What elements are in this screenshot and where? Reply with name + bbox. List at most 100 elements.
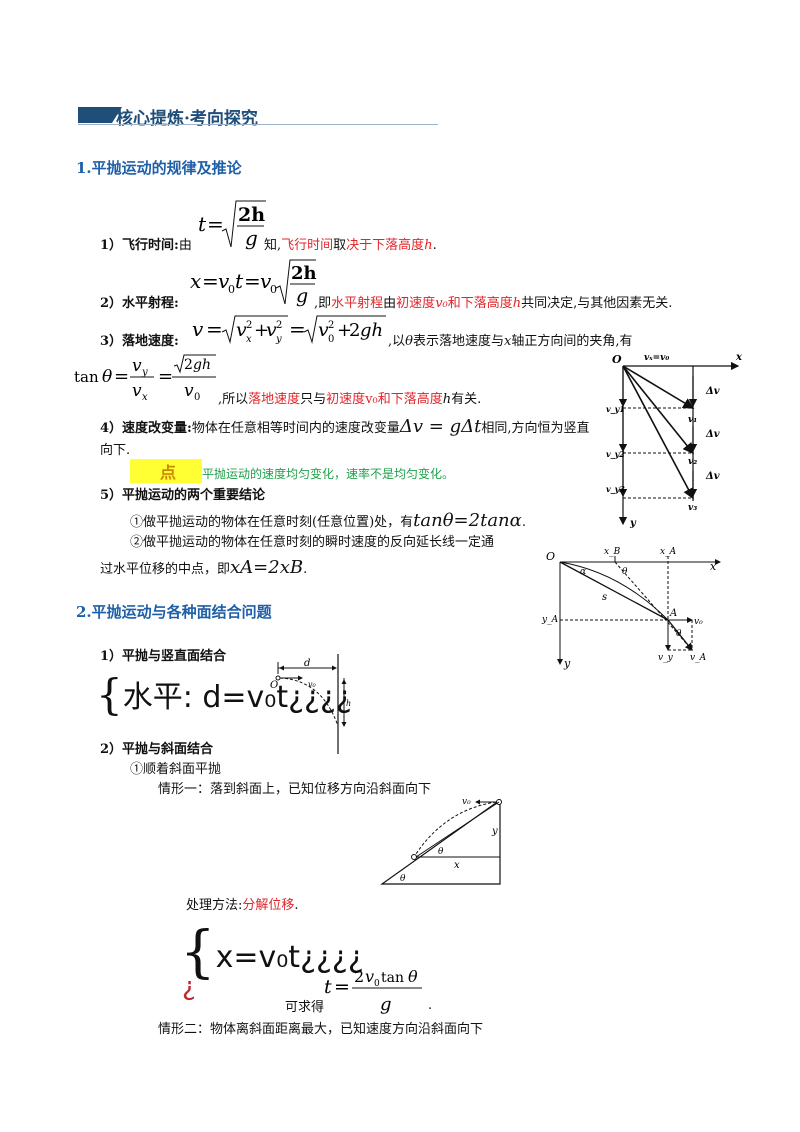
item2-h: h [512,296,522,311]
fig2-alpha: α [580,567,586,577]
formula-landing-speed: v = v 2 x + v 2 y = v 2 0 + 2 gh [192,315,386,345]
fig4-x: x [454,860,460,871]
svg-text:=: = [202,269,219,293]
item2-rest: ,即水平射程由初速度v₀和下落高度h共同决定,与其他因素无关. [314,292,672,311]
item4-text: 物体在任意相等时间内的速度改变量 [191,421,400,436]
svg-text:0: 0 [328,334,334,345]
svg-text:+: + [254,320,269,341]
fig3-h: h [346,699,351,708]
fig4-v0: v₀ [462,797,471,807]
item1-rest: 知,飞行时间取决于下落高度h. [264,234,437,253]
item5-c1-text: ①做平抛运动的物体在任意时刻(任意位置)处，有 [130,515,414,530]
item1-line: 1）飞行时间:由 [100,234,192,253]
fig2-vA: v_A [690,653,707,663]
item4-formula: Δv = gΔt [399,416,482,437]
svg-text:=: = [244,269,261,293]
svg-text:2: 2 [328,320,334,331]
svg-text:0: 0 [228,283,235,296]
svg-text:=: = [207,212,224,236]
svg-text:0: 0 [374,979,380,989]
svg-text:y: y [141,367,148,378]
fig2-x: x [710,560,717,573]
item2-end: 共同决定,与其他因素无关. [521,296,673,311]
fig2-v0: v₀ [694,617,703,627]
item3-post3: 轴正方向间的夹角,有 [511,334,633,349]
svg-text:0: 0 [194,392,200,403]
svg-text:gh: gh [360,320,383,341]
item5-label: 5）平抛运动的两个重要结论 [100,488,266,503]
formula-flight-time: t = 2h g [198,200,266,250]
item3-tan-suffix: ,所以 [218,392,249,407]
item3-theta: θ [405,334,413,349]
solve-pre: 可求得 [285,1000,325,1015]
fig2-xB: x_B [604,547,621,557]
svg-text:tan: tan [381,970,404,986]
item4: 4）速度改变量:物体在任意相等时间内的速度改变量Δv = gΔt相同,方向恒为竖… [100,416,590,462]
item3-post: ,以 [388,334,406,349]
item2-pre: ,即 [314,296,332,311]
item2-red2: 初速度 [396,296,436,311]
handwriting-2: {x=v₀t¿¿¿¿ [180,916,364,985]
fig1-vx-label: vₓ=v₀ [644,353,669,363]
tip-text: 平抛运动的速度均匀变化，速率不是均匀变化。 [202,467,455,481]
svg-text:2: 2 [184,357,193,373]
svg-text:v: v [318,319,329,341]
fig2-A: A [669,608,677,619]
header-underline [78,124,438,125]
svg-text:2: 2 [276,320,282,331]
svg-text:2: 2 [246,320,252,331]
fig1-v3: v₃ [688,503,697,513]
svg-text:v: v [132,381,142,401]
formula-time-incline: t = 2 v 0 tan θ g [324,967,422,1015]
brace-2: { [180,920,216,985]
fig4-y: y [491,826,498,837]
svg-text:g: g [296,285,308,307]
fig2-vy: v_y [658,653,674,663]
svg-text:2: 2 [354,967,364,986]
svg-text:tan: tan [74,368,99,386]
item5-c1-formula: tanθ=2tanα [413,510,522,531]
svg-text:x: x [190,269,201,293]
item1-mid2: 取 [333,238,347,253]
fig2-s: s [602,592,607,603]
svg-text:=: = [206,317,223,341]
handwriting-text-1: 水平: d=v₀t¿¿¿¿ [122,680,352,715]
svg-text:+: + [337,320,352,341]
fig1-x-label: x [735,352,743,363]
item3-post2: 表示落地速度与 [412,334,504,349]
fig3-v0: v₀ [308,680,317,689]
method-red: 分解位移 [242,898,295,913]
s2-case1: 情形一：落到斜面上，已知位移方向沿斜面向下 [158,782,432,797]
svg-text:v: v [218,269,230,293]
solve-end: . [428,998,433,1013]
fig1-v2: v₂ [688,457,697,467]
fig2-y: y [563,657,571,670]
svg-text:2h: 2h [291,263,317,284]
item3-red1: 落地速度 [248,392,301,407]
svg-text:x: x [142,392,148,403]
fig1-v1: v₁ [688,415,697,425]
item1-mid: 知, [264,238,282,253]
item1-pre: 由 [178,238,192,253]
item5-c1: ①做平抛运动的物体在任意时刻(任意位置)处，有tanθ=2tanα. [130,510,526,531]
item1-red2: 决于下落高度 [346,238,425,253]
fig2-theta1: θ [622,567,628,577]
s2-sub1: ①顺着斜面平抛 [130,762,222,777]
item3-conclusion: ,所以落地速度只与初速度v₀和下落高度h有关. [218,388,481,407]
svg-text:=: = [158,366,173,387]
svg-text:v: v [236,319,247,341]
svg-text:y: y [275,334,282,345]
svg-text:=: = [289,317,306,341]
item2-red3: 和下落高度 [447,296,513,311]
item3-red3: v₀和下落高度 [365,392,443,407]
svg-text:gh: gh [193,357,211,373]
svg-text:=: = [114,366,129,387]
fig1-dv2: Δv [705,429,720,440]
svg-text:v: v [260,269,272,293]
svg-text:g: g [245,226,258,250]
svg-text:=: = [334,976,350,998]
fig1-origin-label: O [612,353,622,366]
fig2-xA: x_A [660,547,677,557]
svg-text:v: v [132,356,142,376]
svg-text:t: t [198,212,207,236]
